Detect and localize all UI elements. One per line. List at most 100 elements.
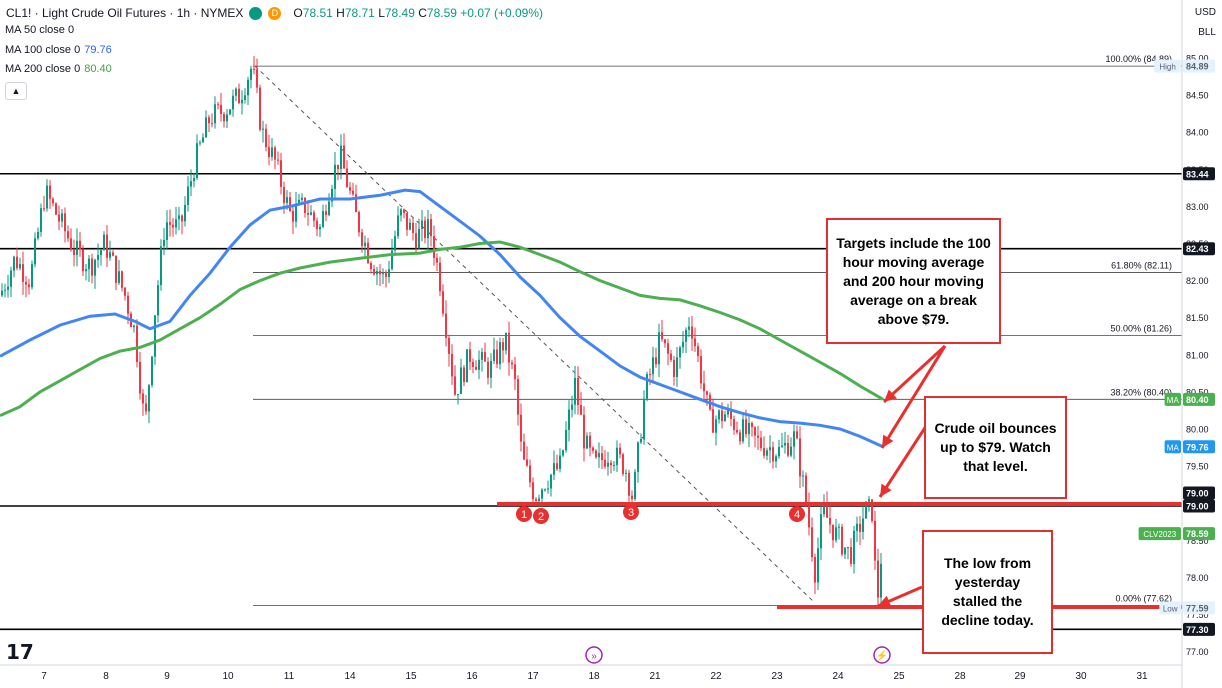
- candle-body: [559, 455, 561, 470]
- candle-body: [733, 418, 735, 430]
- candle: [358, 210, 360, 237]
- candle-body: [451, 353, 453, 377]
- candle-body: [79, 240, 81, 250]
- candle-body: [349, 187, 351, 191]
- price-tag-bg: [1183, 392, 1215, 406]
- candle: [394, 230, 396, 254]
- candle: [493, 337, 495, 365]
- trend-line: [254, 65, 816, 604]
- candle-body: [16, 256, 18, 269]
- y-axis: 85.0084.5084.0083.5083.0082.5082.0081.50…: [1181, 0, 1222, 688]
- indicator-ma200[interactable]: MA 200 close 0 80.40: [5, 63, 112, 75]
- candle-body: [367, 242, 369, 264]
- candle-body: [595, 450, 597, 458]
- price-tag: 78.59 CLV2023: [1138, 527, 1215, 541]
- candle-body: [184, 204, 186, 222]
- candle-body: [136, 325, 138, 362]
- candle: [442, 284, 444, 317]
- candle: [790, 437, 792, 458]
- y-tick-label: 81.50: [1186, 313, 1209, 323]
- candle: [766, 447, 768, 461]
- candle-body: [229, 109, 231, 115]
- price-tag-value: 83.44: [1186, 169, 1209, 179]
- unit-selector[interactable]: BLL: [1198, 27, 1216, 38]
- indicator-ma100[interactable]: MA 100 close 0 79.76: [5, 44, 112, 56]
- price-tags: 84.89 High 83.44 82.43 80.40 MA 79.76 MA 79.00 79…: [1138, 59, 1215, 636]
- candle-body: [415, 233, 417, 249]
- candle: [604, 450, 606, 469]
- candle-body: [325, 211, 327, 215]
- candle-body: [847, 547, 849, 549]
- candle: [349, 182, 351, 195]
- candle: [226, 109, 228, 129]
- test-marker-label: 3: [628, 507, 634, 519]
- candle-body: [181, 215, 183, 222]
- price-tag: 82.43: [1183, 242, 1215, 256]
- candle: [325, 204, 327, 222]
- candle-body: [805, 475, 807, 505]
- candle: [736, 421, 738, 435]
- y-tick-label: 84.00: [1186, 128, 1209, 138]
- candle-body: [364, 242, 366, 247]
- price-tag-name: CLV2023: [1143, 530, 1176, 539]
- candle: [322, 204, 324, 229]
- candle: [880, 553, 882, 608]
- candle: [367, 237, 369, 265]
- price-tag-value: 77.59: [1186, 603, 1209, 613]
- candle-body: [802, 475, 804, 477]
- candle: [733, 415, 735, 435]
- candle: [532, 477, 534, 503]
- candle-body: [265, 128, 267, 148]
- x-tick-label: 24: [832, 671, 844, 682]
- candle-body: [826, 504, 828, 518]
- candle-body: [553, 463, 555, 475]
- candle-body: [1, 290, 3, 296]
- candle: [145, 394, 147, 416]
- candle: [319, 223, 321, 238]
- candle-body: [262, 128, 264, 130]
- candle-body: [580, 404, 582, 415]
- currency-selector[interactable]: USD: [1194, 7, 1216, 18]
- candle-body: [175, 219, 177, 228]
- candle-body: [241, 99, 243, 104]
- price-tag: 77.59 Low: [1159, 601, 1215, 615]
- x-tick-label: 21: [649, 671, 661, 682]
- candle: [397, 206, 399, 239]
- candle: [46, 179, 48, 212]
- candle-body: [118, 271, 120, 283]
- x-tick-label: 9: [164, 671, 170, 682]
- candle: [361, 228, 363, 253]
- candle: [478, 350, 480, 380]
- candle-body: [208, 117, 210, 124]
- candle-body: [766, 450, 768, 456]
- candle-body: [613, 465, 615, 467]
- candle-body: [460, 367, 462, 394]
- candle: [271, 138, 273, 161]
- candle: [370, 261, 372, 274]
- x-tick-label: 28: [954, 671, 966, 682]
- symbol-title[interactable]: CL1! · Light Crude Oil Futures · 1h · NY…: [6, 6, 244, 20]
- candle-body: [676, 357, 678, 378]
- flash-icon: [873, 646, 891, 664]
- candle-body: [793, 431, 795, 447]
- candle-body: [301, 197, 303, 200]
- candle: [520, 403, 522, 452]
- indicator-ma50[interactable]: MA 50 close 0: [5, 24, 75, 36]
- candle: [481, 347, 483, 372]
- candle: [196, 134, 198, 181]
- candle-body: [721, 410, 723, 422]
- candle: [772, 441, 774, 469]
- candle-body: [481, 352, 483, 360]
- candle-body: [211, 123, 213, 125]
- candle-body: [565, 429, 567, 451]
- candle-body: [256, 69, 258, 88]
- x-tick-label: 22: [710, 671, 722, 682]
- delayed-badge: D: [268, 6, 282, 20]
- candle-body: [40, 208, 42, 232]
- collapse-indicators-button[interactable]: ▲: [5, 82, 27, 100]
- candle-body: [811, 527, 813, 558]
- candle: [346, 160, 348, 188]
- x-tick-label: 31: [1136, 671, 1148, 682]
